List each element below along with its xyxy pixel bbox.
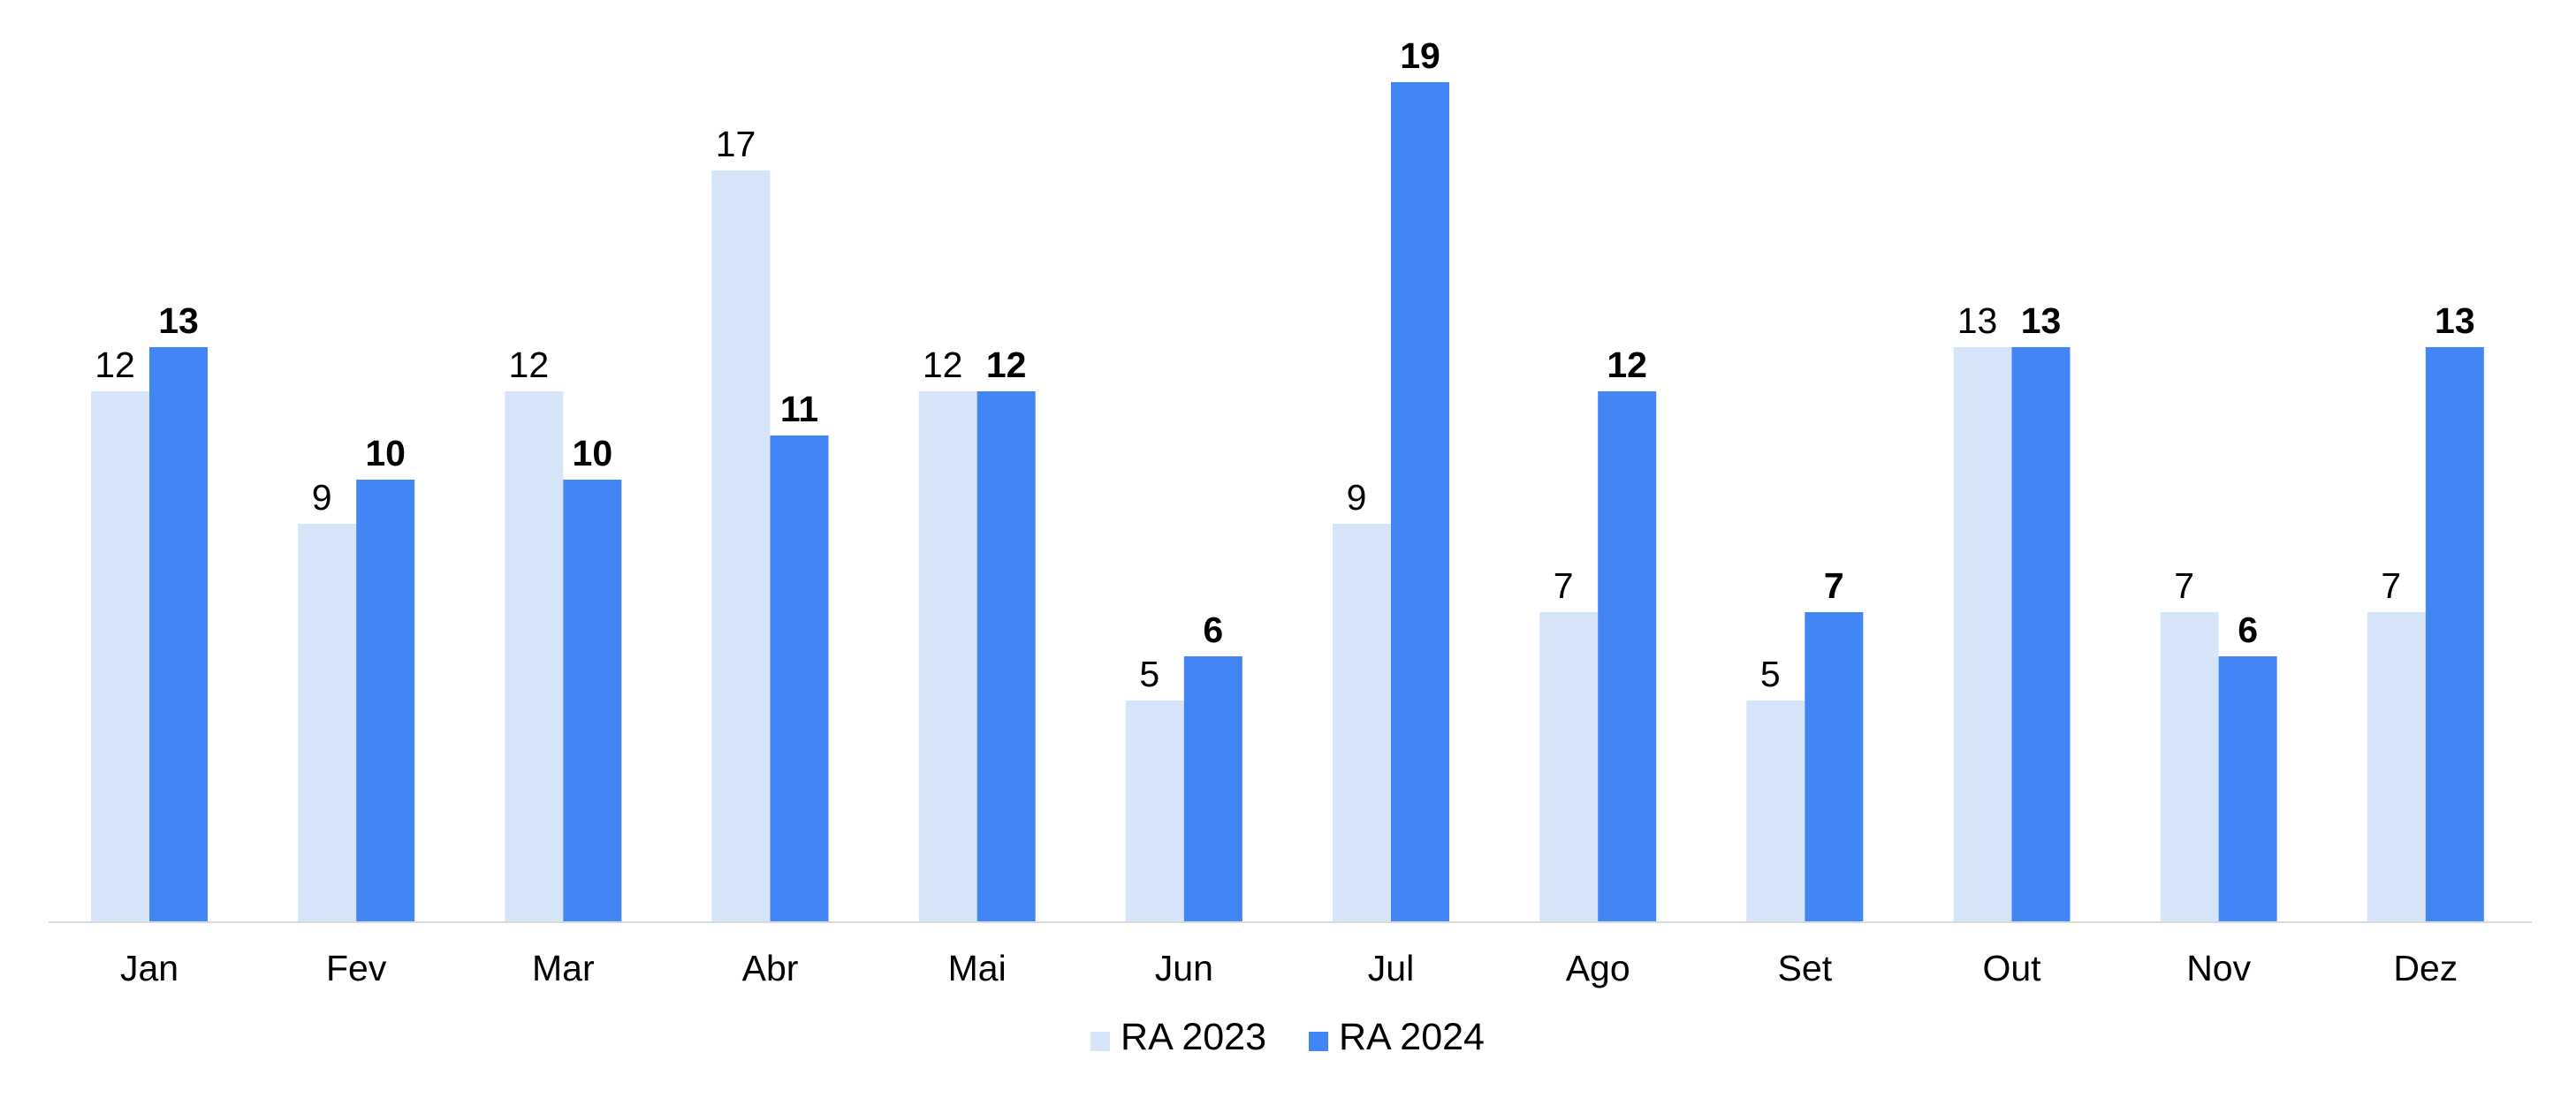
bar-ra-2024-dez [2425, 347, 2484, 921]
category-label-jul: Jul [1368, 948, 1414, 988]
value-label-ra-2023-fev: 9 [312, 477, 332, 518]
value-label-ra-2023-abr: 17 [716, 124, 756, 164]
bar-ra-2024-fev [356, 480, 415, 921]
value-label-ra-2024-jul: 19 [1400, 35, 1440, 76]
bar-ra-2023-dez [2367, 612, 2426, 921]
bar-ra-2024-set [1805, 612, 1864, 921]
category-labels-layer: Jan Fev Mar Abr Mai Jun Jul Ago Set Out Nov Dez [120, 948, 2458, 988]
category-label-set: Set [1778, 948, 1833, 988]
bar-ra-2024-jun [1183, 656, 1242, 921]
legend: RA 2023 RA 2024 [1090, 1016, 1485, 1058]
bar-ra-2023-abr [711, 170, 771, 921]
bar-ra-2023-mai [918, 391, 977, 921]
bar-ra-2023-ago [1539, 612, 1599, 921]
value-label-ra-2024-jun: 6 [1203, 610, 1223, 650]
value-label-ra-2023-mar: 12 [509, 344, 550, 385]
value-label-ra-2023-jan: 12 [95, 344, 135, 385]
value-label-ra-2024-ago: 12 [1607, 344, 1647, 385]
category-label-fev: Fev [326, 948, 387, 988]
category-label-jan: Jan [120, 948, 179, 988]
bar-ra-2024-abr [770, 435, 829, 921]
category-label-nov: Nov [2186, 948, 2251, 988]
category-label-dez: Dez [2393, 948, 2458, 988]
legend-label-ra-2023: RA 2023 [1121, 1016, 1266, 1058]
category-label-ago: Ago [1566, 948, 1630, 988]
bar-ra-2023-out [1953, 347, 2012, 921]
bar-ra-2023-jan [91, 391, 149, 921]
bar-ra-2024-jul [1391, 82, 1449, 921]
value-label-ra-2024-jan: 13 [158, 300, 199, 341]
value-label-ra-2023-jun: 5 [1139, 654, 1159, 694]
value-label-ra-2024-dez: 13 [2435, 300, 2475, 341]
category-label-mai: Mai [948, 948, 1007, 988]
value-label-ra-2023-nov: 7 [2174, 565, 2194, 606]
bar-ra-2023-nov [2160, 612, 2219, 921]
category-label-out: Out [1982, 948, 2041, 988]
bars-layer [91, 82, 2484, 921]
legend-swatch-ra-2024 [1309, 1032, 1328, 1051]
bar-ra-2023-set [1746, 700, 1805, 921]
legend-label-ra-2024: RA 2024 [1339, 1016, 1485, 1058]
value-label-ra-2023-jul: 9 [1347, 477, 1367, 518]
value-label-ra-2024-mai: 12 [986, 344, 1027, 385]
bar-ra-2024-mar [563, 480, 622, 921]
value-label-ra-2023-dez: 7 [2381, 565, 2401, 606]
bar-ra-2023-mar [505, 391, 564, 921]
value-label-ra-2023-set: 5 [1760, 654, 1781, 694]
value-label-ra-2024-out: 13 [2021, 300, 2062, 341]
bar-ra-2023-jul [1333, 524, 1391, 921]
bar-ra-2023-fev [298, 524, 357, 921]
bar-ra-2023-jun [1125, 700, 1184, 921]
value-label-ra-2023-mai: 12 [923, 344, 963, 385]
category-label-jun: Jun [1155, 948, 1213, 988]
category-label-abr: Abr [742, 948, 799, 988]
value-labels-layer: 12 13 9 10 12 10 17 11 12 12 5 6 9 19 7 12 5 7 13 13 7 6 7 13 [95, 35, 2474, 694]
value-label-ra-2024-set: 7 [1824, 565, 1844, 606]
bar-ra-2024-ago [1598, 391, 1657, 921]
legend-swatch-ra-2023 [1090, 1032, 1111, 1051]
value-label-ra-2024-mar: 10 [573, 433, 613, 473]
value-label-ra-2023-out: 13 [1957, 300, 1998, 341]
bar-ra-2024-nov [2218, 656, 2277, 921]
legend-item-ra-2024: RA 2024 [1309, 1016, 1485, 1058]
value-label-ra-2024-fev: 10 [365, 433, 406, 473]
category-label-mar: Mar [532, 948, 595, 988]
bar-ra-2024-out [2011, 347, 2071, 921]
bar-ra-2024-jan [149, 347, 208, 921]
value-label-ra-2023-ago: 7 [1554, 565, 1574, 606]
value-label-ra-2024-abr: 11 [780, 389, 818, 429]
value-label-ra-2024-nov: 6 [2238, 610, 2258, 650]
bar-ra-2024-mai [976, 391, 1036, 921]
legend-item-ra-2023: RA 2023 [1090, 1016, 1266, 1058]
